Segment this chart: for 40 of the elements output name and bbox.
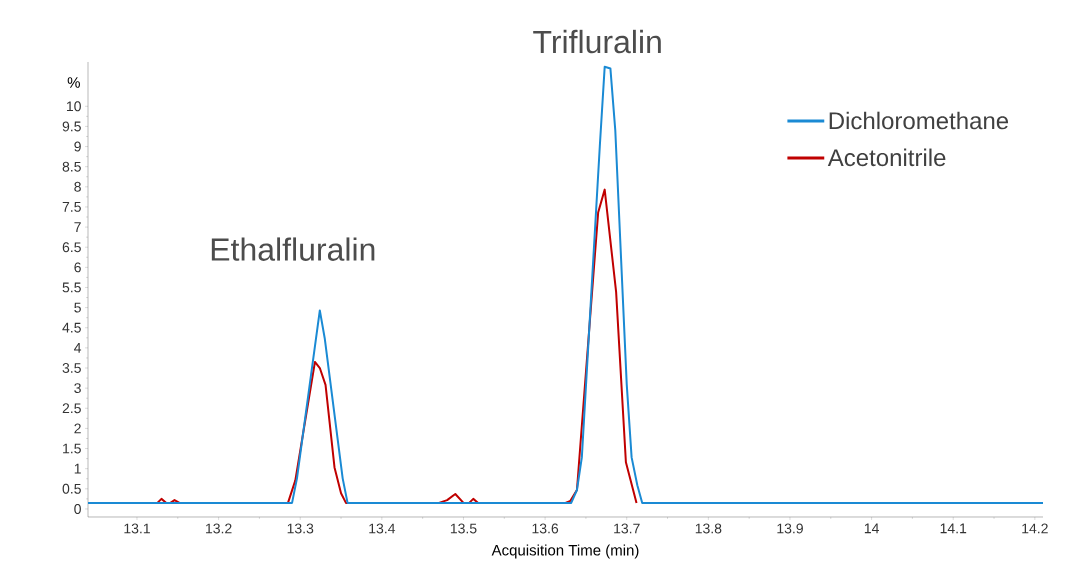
y-tick-label: 7.5	[62, 202, 81, 212]
y-tick-label: 4.5	[62, 322, 81, 333]
y-tick-label: 10	[66, 101, 81, 112]
legend-label: Acetonitrile	[827, 148, 946, 167]
x-tick-label: 13.5	[450, 523, 477, 534]
x-tick-label: 13.7	[614, 523, 640, 534]
y-tick-label: 5.5	[62, 282, 81, 293]
x-tick-label: 13.9	[777, 523, 803, 534]
y-tick-label: 3	[74, 383, 81, 394]
y-axis-title: %	[67, 77, 80, 88]
x-tick-label: 13.6	[532, 523, 559, 534]
y-tick-label: 6.5	[62, 242, 81, 253]
y-tick-label: 4	[74, 343, 82, 353]
x-axis-title: Acquisition Time (min)	[491, 544, 639, 559]
x-tick-label: 14	[864, 523, 879, 534]
annotation: Trifluralin	[533, 29, 661, 54]
x-tick-label: 14.1	[940, 523, 967, 534]
y-tick-label: 2	[74, 423, 81, 434]
y-tick-label: 6	[74, 262, 81, 273]
y-tick-label: 0	[74, 504, 81, 514]
y-tick-label: 8	[74, 181, 81, 192]
x-tick-label: 14.2	[1022, 523, 1048, 534]
y-tick-label: 7	[74, 222, 81, 232]
y-tick-label: 5	[74, 302, 81, 313]
x-tick-label: 13.8	[695, 523, 722, 534]
y-tick-label: 2.5	[62, 403, 81, 414]
annotation: Ethalfluralin	[211, 237, 375, 261]
y-tick-label: 9.5	[62, 121, 81, 132]
x-tick-label: 13.1	[124, 523, 150, 534]
line-series	[87, 65, 1044, 504]
legend-label: Dichloromethane	[829, 111, 1009, 130]
x-tick-label: 13.3	[287, 523, 314, 534]
y-tick-label: 9	[74, 141, 81, 152]
y-tick-label: 0.5	[62, 483, 81, 494]
y-tick-label: 8.5	[62, 161, 81, 172]
y-tick-label: 1.5	[63, 443, 81, 454]
y-tick-label: 3.5	[62, 363, 81, 374]
x-tick-label: 13.4	[369, 523, 396, 534]
x-tick-label: 13.2	[206, 523, 232, 534]
y-tick-label: 1	[74, 463, 81, 474]
